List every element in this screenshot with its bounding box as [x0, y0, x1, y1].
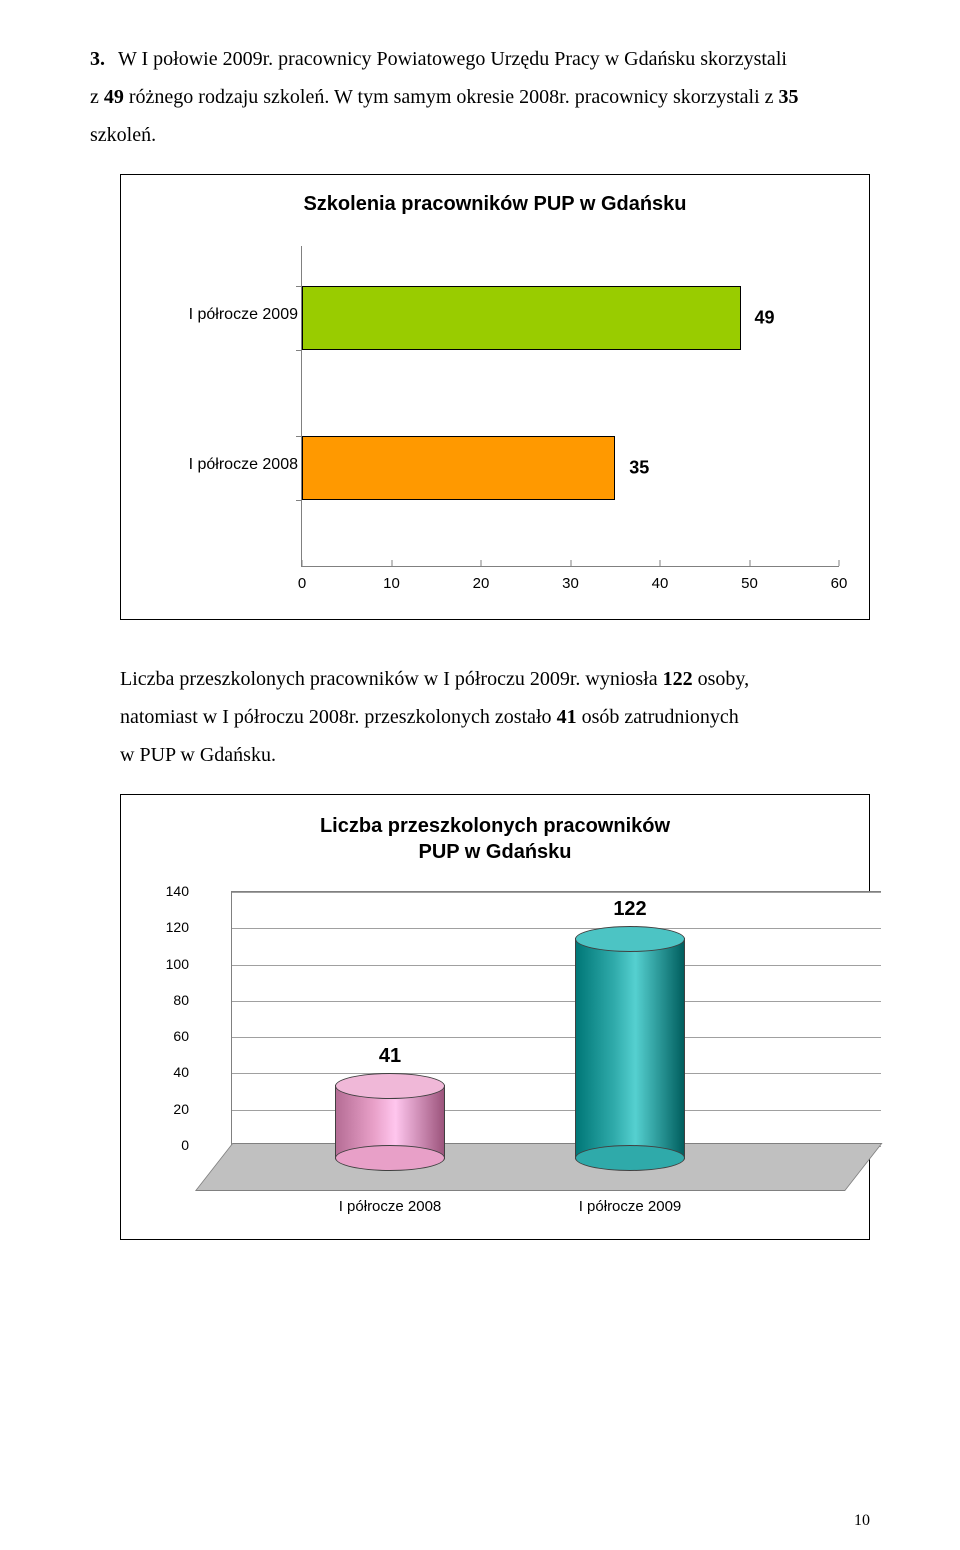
- intro-count-49: 49: [104, 86, 124, 108]
- chart2-cylinder: 122: [575, 926, 685, 1171]
- chart1-xtick: 50: [741, 575, 758, 592]
- chart1-category-label: I półrocze 2008: [158, 456, 298, 474]
- intro-line2c: różnego rodzaju szkoleń. W tym samym okr…: [124, 86, 779, 108]
- chart2-xlabel: I półrocze 2008: [339, 1198, 442, 1215]
- chart1-bar: [302, 286, 741, 350]
- list-number: 3.: [90, 48, 105, 70]
- chart2-ytick: 140: [166, 883, 189, 899]
- chart2-value-label: 122: [613, 898, 646, 921]
- chart1-xtick: 20: [473, 575, 490, 592]
- chart1-category-label: I półrocze 2009: [158, 306, 298, 324]
- chart2-cylinder: 41: [335, 1073, 445, 1171]
- mid-paragraph: Liczba przeszkolonych pracowników w I pó…: [120, 660, 870, 774]
- mid-g: w PUP w Gdańsku.: [120, 744, 276, 766]
- chart1-xtick: 40: [652, 575, 669, 592]
- mid-a: Liczba przeszkolonych pracowników w I pó…: [120, 668, 663, 690]
- chart1-xtick: 60: [831, 575, 848, 592]
- chart2-title-l2: PUP w Gdańsku: [418, 841, 571, 863]
- mid-e: 41: [557, 706, 577, 728]
- chart1-bar: [302, 436, 615, 500]
- chart2-value-label: 41: [379, 1045, 401, 1068]
- chart2-ytick: 20: [173, 1101, 189, 1117]
- chart2-ytick: 100: [166, 956, 189, 972]
- mid-d: natomiast w I półroczu 2008r. przeszkolo…: [120, 706, 557, 728]
- page-number: 10: [854, 1512, 870, 1530]
- chart2-ytick: 40: [173, 1064, 189, 1080]
- chart2-yaxis: 020406080100120140: [145, 891, 195, 1191]
- chart1-value-label: 49: [755, 308, 775, 329]
- mid-b: 122: [663, 668, 693, 690]
- intro-count-35: 35: [779, 86, 799, 108]
- chart2-xlabel: I półrocze 2009: [579, 1198, 682, 1215]
- training-chart-box: Szkolenia pracowników PUP w Gdańsku I pó…: [120, 174, 870, 620]
- chart1-plot: I półrocze 200949I półrocze 200835010203…: [301, 246, 839, 567]
- trained-count-chart-box: Liczba przeszkolonych pracowników PUP w …: [120, 794, 870, 1240]
- intro-line1: W I połowie 2009r. pracownicy Powiatoweg…: [118, 48, 787, 70]
- chart2-ytick: 120: [166, 919, 189, 935]
- chart2-ytick: 80: [173, 992, 189, 1008]
- chart1-value-label: 35: [629, 458, 649, 479]
- chart1-xtick: 0: [298, 575, 306, 592]
- chart2-title: Liczba przeszkolonych pracowników PUP w …: [145, 813, 845, 865]
- chart1-xtick: 10: [383, 575, 400, 592]
- intro-line3: szkoleń.: [90, 124, 156, 146]
- chart2-ytick: 60: [173, 1028, 189, 1044]
- chart2-ytick: 0: [181, 1137, 189, 1153]
- mid-c: osoby,: [693, 668, 749, 690]
- chart1-xtick: 30: [562, 575, 579, 592]
- chart2-title-l1: Liczba przeszkolonych pracowników: [320, 815, 670, 837]
- mid-f: osób zatrudnionych: [577, 706, 739, 728]
- intro-line2a: z: [90, 86, 104, 108]
- chart1-title: Szkolenia pracowników PUP w Gdańsku: [145, 193, 845, 216]
- intro-paragraph: 3. W I połowie 2009r. pracownicy Powiato…: [90, 40, 870, 154]
- chart2-plot: 41I półrocze 2008122I półrocze 2009: [195, 891, 845, 1191]
